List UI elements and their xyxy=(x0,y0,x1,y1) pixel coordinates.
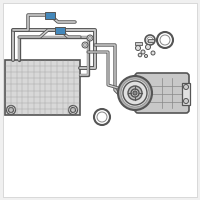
Circle shape xyxy=(184,84,188,90)
Circle shape xyxy=(184,98,188,104)
Bar xyxy=(148,39,154,42)
Circle shape xyxy=(144,54,148,58)
Circle shape xyxy=(146,45,151,49)
Circle shape xyxy=(136,46,140,50)
Circle shape xyxy=(141,50,145,54)
Circle shape xyxy=(84,44,86,46)
FancyBboxPatch shape xyxy=(135,73,189,113)
Circle shape xyxy=(123,81,147,105)
Circle shape xyxy=(151,51,155,55)
Circle shape xyxy=(131,89,139,97)
Bar xyxy=(182,83,190,105)
Bar xyxy=(45,12,55,19)
Circle shape xyxy=(82,42,88,48)
Circle shape xyxy=(8,108,14,112)
Circle shape xyxy=(138,53,142,57)
Circle shape xyxy=(87,35,93,41)
Circle shape xyxy=(68,106,78,114)
Circle shape xyxy=(128,86,142,100)
Bar xyxy=(5,60,80,115)
Bar xyxy=(135,42,142,45)
Bar xyxy=(55,27,65,34)
Circle shape xyxy=(133,91,137,95)
Circle shape xyxy=(121,79,149,107)
Circle shape xyxy=(88,36,92,40)
Circle shape xyxy=(6,106,16,114)
Circle shape xyxy=(70,108,76,112)
Circle shape xyxy=(118,76,152,110)
